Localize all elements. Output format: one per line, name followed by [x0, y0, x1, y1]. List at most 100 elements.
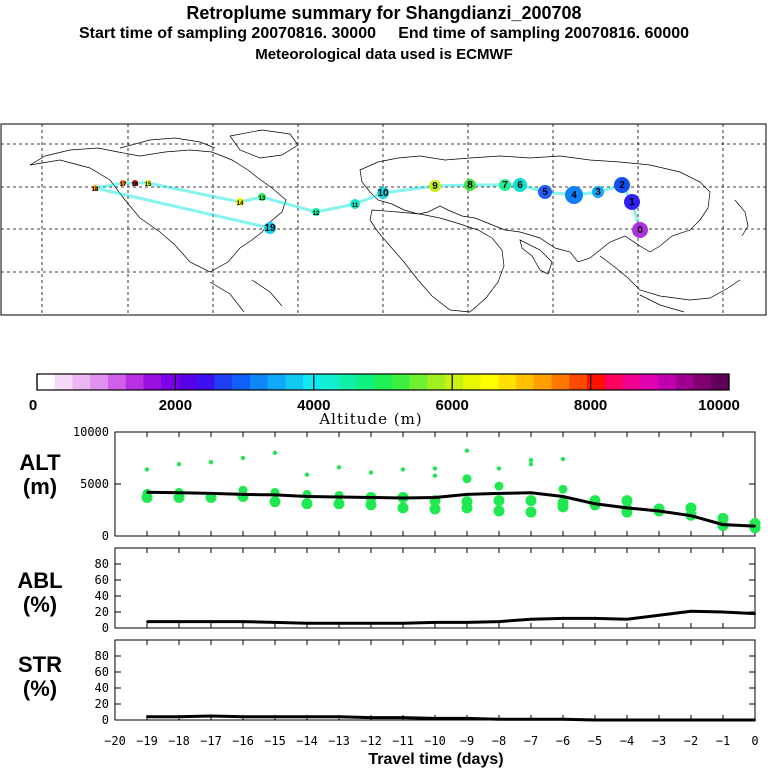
- series-point: [306, 622, 308, 625]
- series-point: [338, 715, 340, 718]
- colorbar-swatch: [267, 374, 286, 390]
- trajectory-marker: 15: [145, 180, 152, 188]
- x-tick-label: −18: [168, 734, 190, 748]
- panel-ylabel: ABL (%): [17, 568, 62, 617]
- colorbar-swatch: [587, 374, 606, 390]
- scatter-point: [432, 473, 438, 478]
- panel-ylabel-line: STR: [18, 652, 62, 677]
- marker-dot: [513, 178, 527, 192]
- panel-frame: [114, 547, 756, 629]
- y-tick-label: 20: [95, 697, 109, 711]
- marker-dot: [429, 180, 441, 192]
- scatter-point: [304, 472, 310, 477]
- series-point: [754, 719, 756, 721]
- marker-label: 9: [432, 181, 438, 192]
- colorbar-tick-label: 4000: [297, 397, 330, 414]
- trajectory-marker: 16: [132, 180, 139, 188]
- marker-label: 5: [542, 187, 548, 198]
- series-point: [434, 717, 436, 720]
- series-point: [146, 491, 148, 494]
- scatter-point: [557, 501, 569, 513]
- panel-alt: 0 5000 10000 ALT (m): [19, 425, 761, 543]
- colorbar-swatch: [90, 374, 109, 390]
- scatter-point: [269, 496, 281, 508]
- x-tick-label: −11: [392, 734, 414, 748]
- altitude-colorbar: 0 2000 4000 6000 8000 10000 Altitude (m): [29, 373, 740, 428]
- series-point: [562, 495, 564, 498]
- series-point: [242, 715, 244, 718]
- x-tick-label: 0: [751, 734, 758, 748]
- colorbar-swatch: [675, 374, 694, 390]
- panel-ylabel-line: ALT: [19, 450, 61, 475]
- series-point: [466, 717, 468, 720]
- colorbar-swatch: [427, 374, 446, 390]
- marker-label: 2: [619, 180, 625, 191]
- series-point: [562, 617, 564, 620]
- marker-dot: [632, 222, 648, 238]
- series-point: [754, 525, 756, 528]
- colorbar-swatch: [178, 374, 197, 390]
- series-point: [210, 492, 212, 495]
- scatter-point: [141, 492, 153, 504]
- colorbar-swatch: [462, 374, 481, 390]
- series-point: [594, 617, 596, 620]
- marker-label: 10: [377, 188, 389, 199]
- marker-label: 19: [264, 223, 276, 234]
- series-point: [626, 719, 628, 721]
- series-point: [530, 718, 532, 721]
- trajectory-marker: 6: [513, 178, 527, 192]
- series-point: [338, 622, 340, 625]
- scatter-point: [336, 465, 342, 470]
- marker-label: 16: [132, 182, 139, 188]
- scatter-point: [493, 495, 505, 507]
- series-point: [626, 618, 628, 621]
- series-point: [370, 622, 372, 625]
- x-tick-label: −12: [360, 734, 382, 748]
- y-tick-label: 40: [95, 589, 109, 603]
- scatter-point: [621, 495, 633, 507]
- colorbar-swatch: [143, 374, 162, 390]
- figure-title: Retroplume summary for Shangdianzi_20070…: [186, 3, 582, 23]
- series-point: [690, 514, 692, 517]
- y-tick-label: 80: [95, 557, 109, 571]
- series-point: [594, 502, 596, 505]
- x-tick-label: −16: [232, 734, 254, 748]
- colorbar-tick-label: 6000: [436, 397, 469, 414]
- series-point: [370, 716, 372, 719]
- colorbar-swatch: [391, 374, 410, 390]
- colorbar-swatch: [498, 374, 517, 390]
- marker-dot: [538, 185, 552, 199]
- scatter-point: [400, 467, 406, 472]
- series-point: [242, 620, 244, 623]
- x-tick-label: −14: [296, 734, 318, 748]
- colorbar-swatch: [54, 374, 73, 390]
- colorbar-tick-label: 2000: [159, 397, 192, 414]
- colorbar-swatch: [516, 374, 535, 390]
- colorbar-swatch: [711, 374, 730, 390]
- scatter-point: [397, 502, 409, 514]
- scatter-point: [749, 522, 761, 534]
- panel-ylabel: ALT (m): [19, 450, 61, 499]
- series-point: [242, 493, 244, 496]
- met-data-note: Meteorological data used is ECMWF: [255, 46, 513, 63]
- series-point: [402, 497, 404, 500]
- x-tick-label: −17: [200, 734, 222, 748]
- x-tick-label: −5: [588, 734, 602, 748]
- y-tick-label: 5000: [80, 477, 109, 491]
- x-tick-label: −10: [424, 734, 446, 748]
- colorbar-swatch: [374, 374, 393, 390]
- series-line: [147, 714, 755, 722]
- marker-label: 17: [120, 182, 127, 188]
- series-point: [722, 719, 724, 721]
- trajectory-marker: 19: [264, 222, 276, 234]
- marker-label: 11: [352, 203, 359, 209]
- scatter-point: [496, 466, 502, 471]
- trajectory-marker: 4: [565, 186, 583, 204]
- marker-label: 18: [92, 187, 99, 193]
- marker-label: 13: [259, 196, 266, 202]
- colorbar-swatch: [622, 374, 641, 390]
- series-point: [690, 719, 692, 721]
- scatter-point: [525, 506, 537, 518]
- series-point: [658, 614, 660, 617]
